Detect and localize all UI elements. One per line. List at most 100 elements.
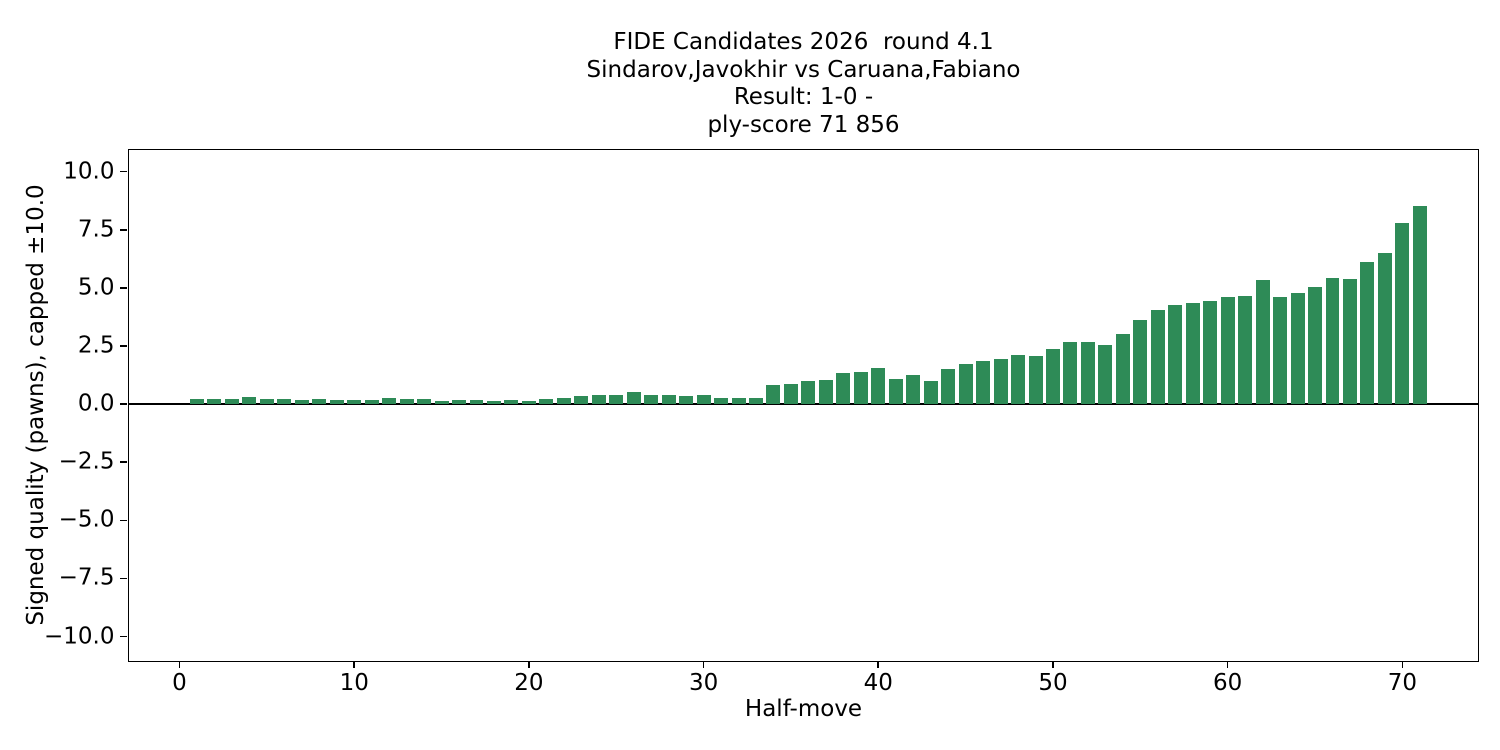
bar bbox=[469, 400, 484, 405]
bar bbox=[923, 380, 938, 405]
bar bbox=[1133, 319, 1148, 405]
bar bbox=[539, 398, 554, 405]
y-tick-mark bbox=[119, 635, 127, 638]
bar bbox=[941, 369, 956, 405]
x-tick-mark bbox=[1401, 660, 1404, 668]
x-tick-mark bbox=[877, 660, 880, 668]
x-tick-label: 40 bbox=[863, 669, 893, 696]
bar bbox=[259, 398, 274, 405]
bar bbox=[626, 392, 641, 405]
bar bbox=[347, 399, 362, 405]
y-tick-mark bbox=[119, 461, 127, 463]
bar bbox=[714, 398, 729, 405]
bar bbox=[871, 368, 886, 405]
y-tick-label: −5.0 bbox=[58, 506, 115, 533]
bar bbox=[818, 379, 833, 405]
bar bbox=[731, 398, 746, 405]
bar bbox=[1308, 286, 1322, 405]
x-tick-mark bbox=[178, 660, 181, 668]
bar bbox=[749, 397, 763, 405]
x-tick-mark bbox=[1052, 660, 1054, 668]
bar bbox=[696, 394, 711, 405]
bar bbox=[189, 398, 204, 405]
x-tick-label: 30 bbox=[688, 669, 719, 696]
bar bbox=[207, 398, 222, 405]
y-tick-label: 10.0 bbox=[63, 158, 115, 185]
bar bbox=[1115, 333, 1130, 405]
x-tick-label: 0 bbox=[172, 669, 187, 696]
bar bbox=[993, 358, 1008, 405]
y-tick-label: 0.0 bbox=[77, 390, 115, 417]
bar bbox=[574, 396, 589, 405]
bar bbox=[556, 398, 571, 405]
bar bbox=[1011, 354, 1026, 405]
x-tick-mark bbox=[1226, 660, 1229, 668]
y-tick-mark bbox=[119, 403, 127, 405]
bar bbox=[504, 400, 519, 405]
y-tick-mark bbox=[119, 345, 127, 347]
bar bbox=[1342, 278, 1357, 405]
bar bbox=[888, 378, 903, 405]
bar bbox=[766, 384, 781, 405]
bar bbox=[644, 395, 659, 405]
y-tick-mark bbox=[119, 228, 127, 231]
bar bbox=[382, 397, 397, 405]
bar bbox=[679, 396, 694, 405]
bar bbox=[242, 397, 257, 405]
title-line-event: FIDE Candidates 2026 round 4.1 bbox=[613, 29, 994, 55]
title-line-result: Result: 1-0 - bbox=[733, 84, 874, 110]
y-tick-label: −2.5 bbox=[58, 448, 115, 475]
bar bbox=[1028, 356, 1043, 405]
bar bbox=[1150, 309, 1165, 405]
bar bbox=[1168, 305, 1183, 405]
bar bbox=[853, 371, 868, 405]
x-tick-label: 50 bbox=[1038, 669, 1068, 696]
bar bbox=[1046, 348, 1060, 405]
bar bbox=[452, 400, 466, 405]
bar bbox=[1377, 252, 1392, 405]
bar bbox=[329, 400, 344, 405]
x-tick-mark bbox=[702, 660, 705, 668]
x-tick-mark bbox=[353, 660, 355, 668]
bar bbox=[1395, 223, 1410, 405]
bar bbox=[312, 398, 327, 405]
bar bbox=[277, 398, 292, 405]
bar bbox=[1220, 296, 1235, 405]
y-tick-label: 7.5 bbox=[77, 216, 115, 243]
y-tick-label: −10.0 bbox=[44, 623, 115, 650]
bar bbox=[224, 398, 239, 405]
bar bbox=[661, 395, 676, 405]
bar bbox=[1185, 302, 1200, 405]
bar bbox=[1080, 342, 1095, 405]
bar bbox=[783, 384, 798, 405]
bar bbox=[1238, 295, 1253, 405]
bar bbox=[609, 394, 624, 405]
bar bbox=[1063, 342, 1078, 405]
bar bbox=[958, 363, 973, 405]
zero-line bbox=[128, 403, 1478, 405]
x-tick-label: 10 bbox=[339, 669, 369, 696]
bar bbox=[1203, 301, 1218, 405]
title-line-players: Sindarov,Javokhir vs Caruana,Fabiano bbox=[586, 56, 1021, 83]
chart-title: FIDE Candidates 2026 round 4.1 Sindarov,… bbox=[129, 29, 1478, 139]
bar bbox=[364, 399, 379, 405]
bar bbox=[417, 398, 432, 405]
bar bbox=[801, 380, 816, 405]
y-tick-label: 5.0 bbox=[77, 274, 115, 301]
x-tick-label: 20 bbox=[514, 669, 544, 696]
x-tick-label: 60 bbox=[1213, 669, 1243, 696]
bar bbox=[1325, 278, 1340, 405]
x-tick-mark bbox=[528, 660, 530, 668]
bar bbox=[1360, 262, 1375, 405]
bar bbox=[434, 401, 449, 405]
y-tick-mark bbox=[119, 577, 127, 580]
bar bbox=[976, 360, 991, 405]
x-axis-label: Half-move bbox=[744, 696, 863, 722]
bar bbox=[1255, 279, 1270, 405]
bar bbox=[836, 373, 851, 405]
bar bbox=[486, 401, 501, 405]
bar bbox=[906, 374, 921, 405]
y-tick-label: −7.5 bbox=[58, 564, 115, 591]
x-tick-label: 70 bbox=[1387, 669, 1418, 696]
bar bbox=[294, 399, 309, 405]
